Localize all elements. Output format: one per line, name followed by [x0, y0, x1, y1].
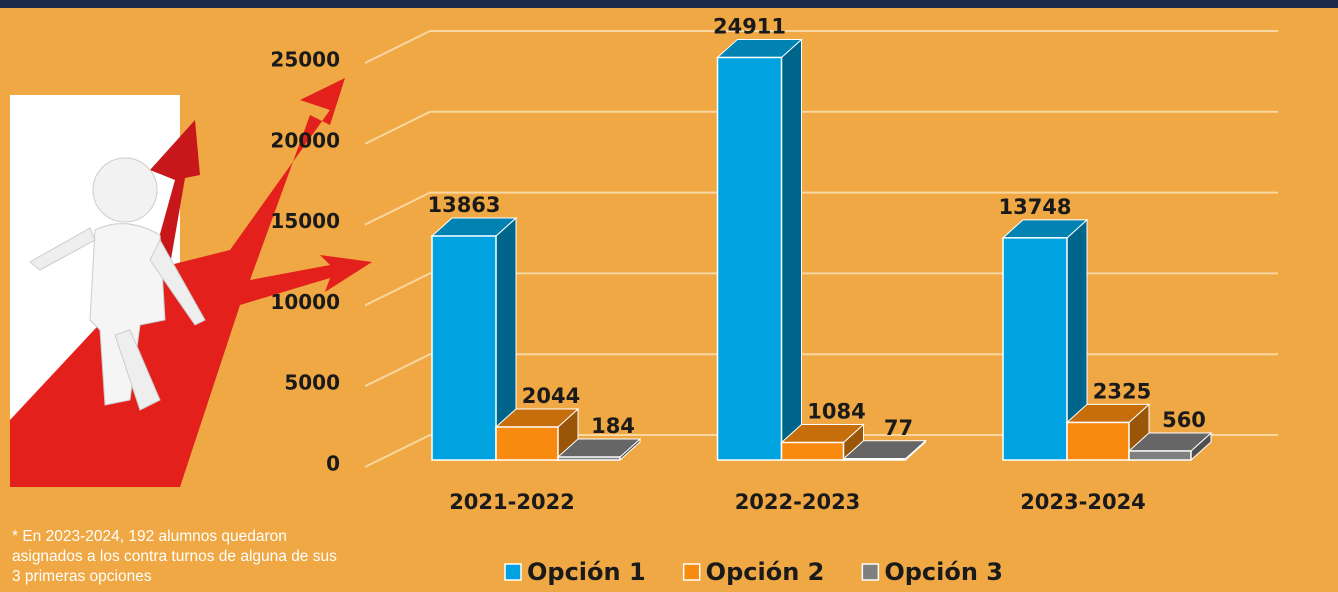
chart: 0 5000 10000 15000 20000 25000 2021-2022 13863 2…: [0, 0, 1338, 592]
y-tick-label: 0: [326, 452, 340, 476]
y-tick-label: 10000: [270, 290, 340, 314]
value-label: 77: [884, 416, 913, 440]
top-bar: [0, 0, 1338, 8]
value-label: 2325: [1093, 379, 1151, 403]
value-label: 560: [1162, 408, 1206, 432]
y-tick-label: 15000: [270, 209, 340, 233]
y-tick-label: 20000: [270, 128, 340, 152]
legend-swatch: [862, 564, 878, 580]
legend-label: Opción 3: [884, 558, 1003, 586]
grid-line: [365, 112, 1278, 144]
bar: [718, 39, 802, 460]
legend-swatch: [684, 564, 700, 580]
value-label: 184: [591, 414, 635, 438]
grid-line: [365, 31, 1278, 63]
value-label: 13748: [998, 195, 1071, 219]
x-tick-label: 2023-2024: [1020, 490, 1146, 514]
x-tick-label: 2022-2023: [735, 490, 861, 514]
value-label: 24911: [713, 14, 786, 38]
footnote: * En 2023-2024, 192 alumnos quedaron asi…: [12, 527, 342, 587]
y-tick-label: 25000: [270, 48, 340, 72]
page: 0 5000 10000 15000 20000 25000 2021-2022 13863 2…: [0, 0, 1338, 592]
value-label: 2044: [522, 384, 580, 408]
value-label: 1084: [807, 399, 865, 423]
legend-label: Opción 1: [527, 558, 646, 586]
x-tick-label: 2021-2022: [449, 490, 575, 514]
legend-swatch: [505, 564, 521, 580]
y-tick-label: 5000: [284, 371, 340, 395]
value-label: 13863: [427, 193, 500, 217]
legend-label: Opción 2: [706, 558, 825, 586]
